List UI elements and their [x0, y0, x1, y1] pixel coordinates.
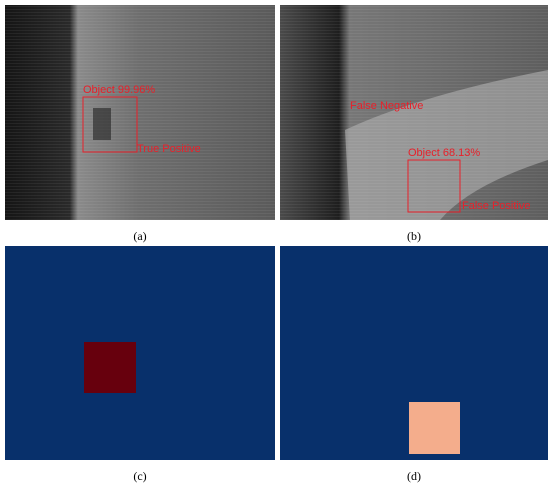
caption: (d): [407, 469, 421, 483]
caption: (c): [133, 469, 146, 483]
result-label: True Positive: [137, 143, 201, 155]
missed-label: False Negative: [350, 100, 423, 112]
panel-c: [5, 246, 275, 460]
panel-a: Object 99.96% True Positive: [5, 5, 275, 220]
texture: [5, 5, 275, 220]
detection-box: [407, 159, 461, 213]
detection-label: Object 68.13%: [408, 147, 480, 159]
object: [93, 108, 111, 140]
mask-object: [409, 402, 460, 454]
panel-b: False Negative Object 68.13% False Posit…: [280, 5, 548, 220]
mask-background: [5, 246, 275, 460]
result-label: False Positive: [462, 200, 530, 212]
caption: (a): [133, 229, 146, 243]
detection-label: Object 99.96%: [83, 84, 155, 96]
detection-box: [82, 96, 138, 153]
mask-object: [84, 342, 136, 393]
caption: (b): [407, 229, 421, 243]
panel-d: [280, 246, 548, 460]
texture: [280, 5, 548, 220]
